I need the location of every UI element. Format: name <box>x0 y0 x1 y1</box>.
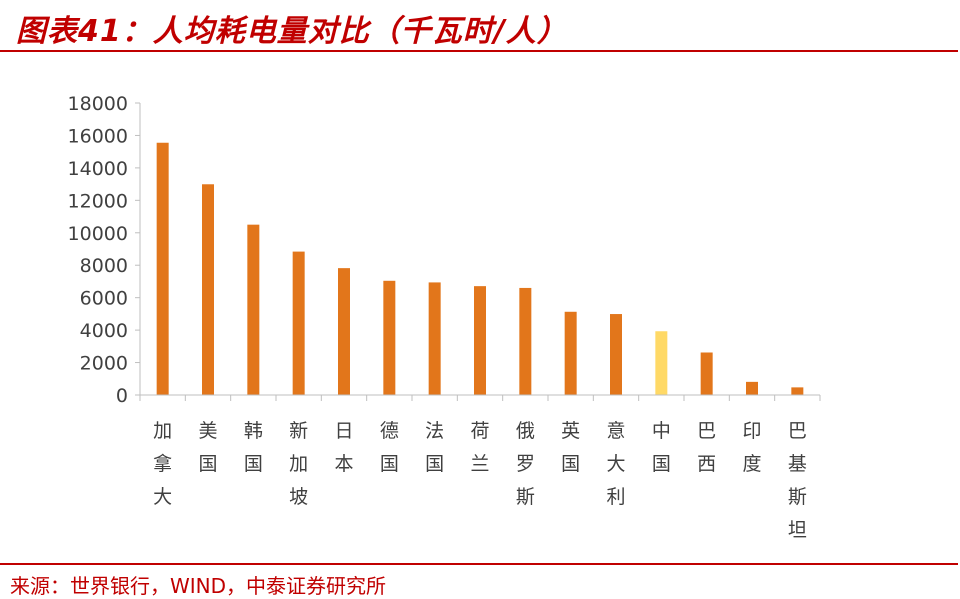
y-tick-label: 8000 <box>80 255 128 277</box>
y-tick-label: 16000 <box>68 125 128 147</box>
x-tick-label: 新 <box>289 420 308 442</box>
x-tick-label: 加 <box>153 420 172 442</box>
x-tick-label: 巴 <box>788 420 807 442</box>
x-tick-label: 罗 <box>516 453 535 475</box>
x-tick-label: 国 <box>425 453 444 475</box>
x-tick-label: 坦 <box>788 519 807 541</box>
bar-14 <box>746 381 758 395</box>
bar-10 <box>564 311 577 395</box>
y-tick-label: 18000 <box>68 93 128 115</box>
y-tick-label: 2000 <box>80 353 128 375</box>
x-tick-label: 斯 <box>516 486 535 508</box>
x-tick-label: 度 <box>742 453 761 475</box>
x-tick-label: 基 <box>788 453 807 475</box>
x-tick-label: 大 <box>153 486 172 508</box>
x-tick-label: 拿 <box>153 452 172 475</box>
y-tick-label: 12000 <box>68 190 128 212</box>
x-tick-label: 兰 <box>470 453 489 475</box>
x-tick-label: 斯 <box>788 486 807 508</box>
y-tick-label: 10000 <box>68 223 128 245</box>
x-tick-label: 荷 <box>470 420 489 442</box>
bar-8 <box>474 286 486 395</box>
x-tick-label: 国 <box>561 453 580 475</box>
bar-15 <box>791 387 804 395</box>
y-axis: 0 2000 4000 6000 8000 10000 12000 14000 16000 180… <box>68 93 141 407</box>
bar-chart: 0 2000 4000 6000 8000 10000 12000 14000 16000 180… <box>68 93 821 541</box>
footer-divider <box>0 563 958 565</box>
bar-7 <box>428 282 441 395</box>
x-tick-label: 大 <box>606 453 625 475</box>
x-tick-label: 意 <box>606 420 625 442</box>
bar-13 <box>700 352 713 395</box>
source-note: 来源：世界银行，WIND，中泰证券研究所 <box>10 574 387 598</box>
x-tick-label: 本 <box>334 453 353 475</box>
x-tick-label: 国 <box>652 453 671 475</box>
bar-12 <box>655 331 668 395</box>
x-tick-label: 国 <box>198 453 217 475</box>
x-tick-label: 坡 <box>289 486 308 508</box>
x-tick-label: 美 <box>198 420 217 442</box>
y-tick-label: 0 <box>116 385 128 407</box>
x-tick-label: 印 <box>742 420 761 442</box>
x-tick-label: 西 <box>697 453 716 475</box>
bar-5 <box>338 268 350 395</box>
y-tick-label: 4000 <box>80 320 128 342</box>
bar-2 <box>202 184 214 395</box>
x-tick-label: 利 <box>606 486 625 508</box>
bars <box>156 142 804 395</box>
x-tick-label: 巴 <box>697 420 716 442</box>
y-tick-label: 6000 <box>80 288 128 310</box>
x-tick-label: 英 <box>561 420 580 442</box>
bar-3 <box>247 224 260 395</box>
chart-title: 图表41：人均耗电量对比（千瓦时/人） <box>16 14 568 49</box>
x-tick-label: 韩 <box>244 420 263 442</box>
bar-9 <box>519 287 532 395</box>
bar-11 <box>610 314 622 395</box>
x-tick-label: 日 <box>334 420 353 442</box>
bar-1 <box>156 142 169 395</box>
x-tick-label: 国 <box>244 453 263 475</box>
y-tick-label: 14000 <box>68 158 128 180</box>
x-tick-label: 中 <box>652 420 671 442</box>
x-tick-label: 俄 <box>516 420 535 442</box>
bar-6 <box>383 280 396 395</box>
x-tick-label: 法 <box>425 420 444 442</box>
x-tick-label: 加 <box>289 453 308 475</box>
x-tick-label: 德 <box>380 420 399 442</box>
bar-4 <box>292 251 305 395</box>
title-divider <box>0 50 958 52</box>
title-bar: 图表41：人均耗电量对比（千瓦时/人） <box>0 0 960 52</box>
x-tick-label: 国 <box>380 453 399 475</box>
